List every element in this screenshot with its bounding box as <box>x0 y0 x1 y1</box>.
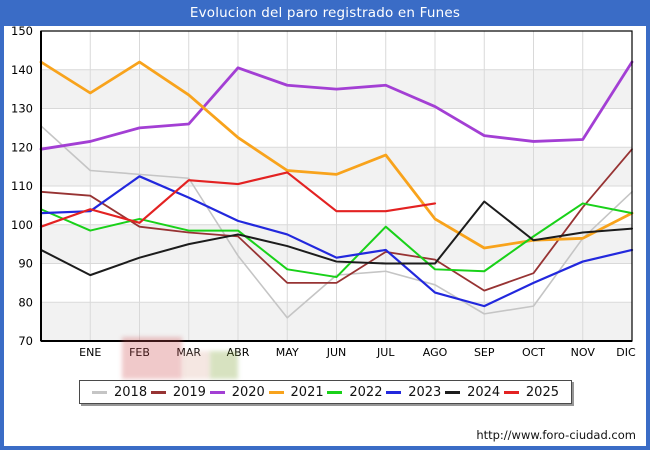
y-tick-label: 140 <box>11 63 33 77</box>
x-tick-label: ABR <box>227 346 250 359</box>
legend-item-2021: 2021 <box>268 384 324 400</box>
x-tick-label: DIC <box>616 346 636 359</box>
legend-item-2023: 2023 <box>386 385 441 400</box>
series-line-2020 <box>39 60 634 151</box>
x-tick-label: NOV <box>571 346 596 359</box>
y-tick-label: 100 <box>11 218 33 232</box>
legend-item-2024: 2024 <box>445 385 500 400</box>
legend-label: 2023 <box>408 384 442 400</box>
legend-item-2022: 2022 <box>327 385 382 400</box>
legend-dash-icon <box>209 390 225 394</box>
legend-label: 2020 <box>231 384 265 400</box>
legend-box: 2018 2019 2020 2021 2022 2023 2024 2025 <box>79 380 572 404</box>
legend-dash-icon <box>327 390 343 394</box>
legend-item-2020: 2020 <box>209 384 265 400</box>
legend-dash-icon <box>150 390 166 394</box>
legend-item-2018: 2018 <box>92 385 147 400</box>
legend-label: 2021 <box>290 384 324 400</box>
x-tick-label: OCT <box>522 346 545 359</box>
legend-item-2019: 2019 <box>150 384 206 400</box>
legend-dash-icon <box>92 390 107 394</box>
x-tick-label: SEP <box>474 346 495 359</box>
y-tick-label: 110 <box>11 179 33 193</box>
legend-dash-icon <box>268 390 284 394</box>
series-line-2022 <box>40 202 633 279</box>
y-tick-label: 70 <box>18 334 33 348</box>
y-tick-label: 120 <box>11 140 33 154</box>
series-line-2023 <box>39 175 634 308</box>
y-tick-label: 80 <box>18 295 33 309</box>
legend-label: 2022 <box>349 384 383 400</box>
legend-item-2025: 2025 <box>503 384 559 400</box>
legend-label: 2024 <box>467 384 501 400</box>
series-line-2024 <box>40 200 633 277</box>
y-tick-label: 90 <box>18 257 33 271</box>
source-url: http://www.foro-ciudad.com <box>476 428 636 442</box>
y-tick-label: 130 <box>11 102 33 116</box>
x-tick-label: FEB <box>129 346 150 359</box>
x-tick-label: JUL <box>376 346 395 359</box>
legend-dash-icon <box>445 390 461 394</box>
page-title: Evolucion del paro registrado en Funes <box>189 5 461 21</box>
legend-label: 2019 <box>172 384 206 400</box>
series-line-2025 <box>39 171 437 228</box>
series-line-2019 <box>40 148 633 292</box>
x-tick-label: ENE <box>79 346 101 359</box>
title-bar: Evolucion del paro registrado en Funes <box>4 4 646 26</box>
legend-dash-icon <box>386 390 402 394</box>
y-tick-label: 150 <box>11 24 33 38</box>
x-tick-label: JUN <box>326 346 347 359</box>
x-tick-label: MAR <box>176 346 201 359</box>
legend-label: 2018 <box>114 384 148 400</box>
legend-label: 2025 <box>525 384 559 400</box>
x-tick-label: MAY <box>276 346 299 359</box>
x-tick-label: AGO <box>423 346 448 359</box>
series-line-2018 <box>40 125 633 319</box>
legend-dash-icon <box>503 390 519 394</box>
